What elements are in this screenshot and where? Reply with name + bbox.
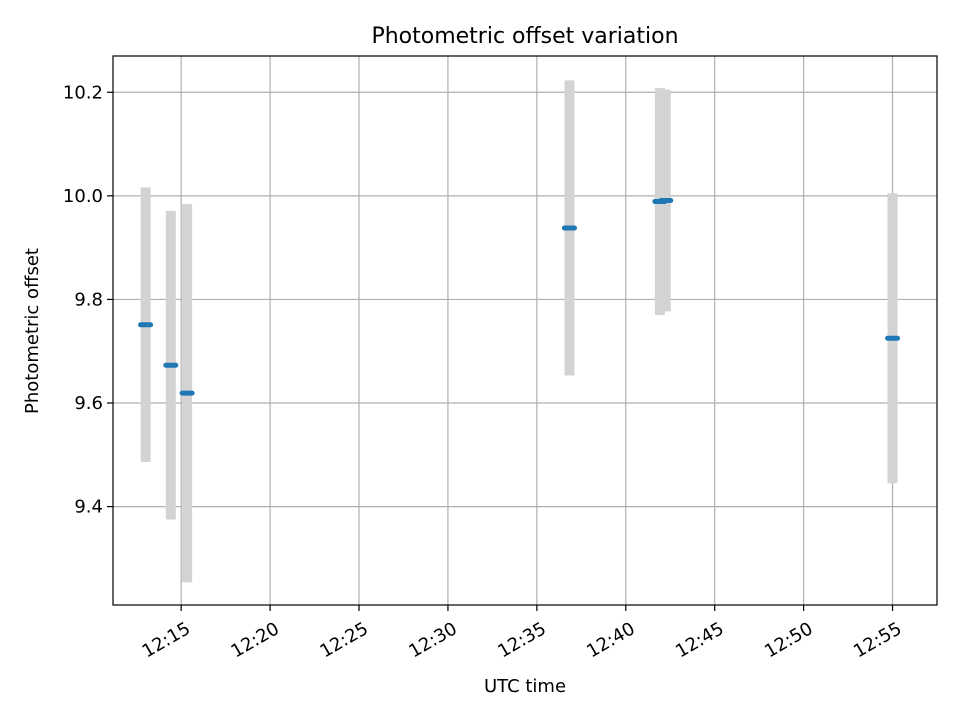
x-axis-label: UTC time (484, 676, 566, 697)
y-axis-label: Photometric offset (22, 248, 43, 414)
plot-frame (112, 55, 938, 606)
y-tick-label: 10.2 (63, 82, 103, 103)
data-layer (138, 80, 901, 583)
chart-title: Photometric offset variation (371, 24, 678, 49)
grid-layer (113, 56, 937, 605)
y-tick-label: 9.4 (74, 497, 103, 518)
y-tick-label: 10.0 (63, 186, 103, 207)
y-tick-label: 9.8 (74, 289, 103, 310)
y-tick-label: 9.6 (74, 393, 103, 414)
